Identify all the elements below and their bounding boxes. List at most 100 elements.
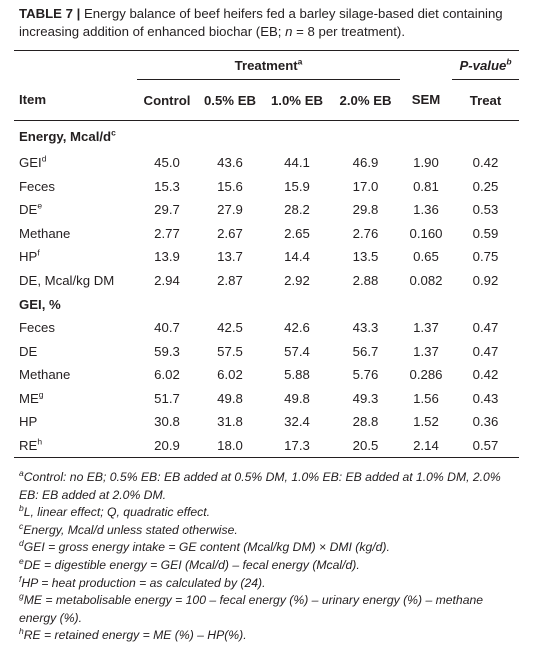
footnote-mark: g xyxy=(19,591,24,602)
table-cell: 45.0 xyxy=(154,155,180,171)
header-row-columns: Item Control 0.5% EB 1.0% EB 2.0% EB SEM… xyxy=(14,80,520,121)
table-cell: 56.7 xyxy=(352,343,379,359)
table-cell: 15.6 xyxy=(217,178,243,194)
footnote-mark: f xyxy=(19,573,22,584)
table-cell: 0.25 xyxy=(472,178,499,194)
table-cell: 40.7 xyxy=(154,320,180,336)
table-cell: 49.8 xyxy=(217,390,243,406)
table-cell: 0.57 xyxy=(472,437,499,453)
table-cell: 6.02 xyxy=(154,367,180,383)
table-cell: 32.4 xyxy=(284,414,310,430)
table-cell: 13.7 xyxy=(217,249,243,265)
table-cell: 1.37 xyxy=(413,343,439,359)
footnote: eDE = digestible energy = GEI (Mcal/d) –… xyxy=(19,557,519,575)
footnote-text: Control: no EB; 0.5% EB: EB added at 0.5… xyxy=(19,470,501,502)
row-item-label: GEId xyxy=(19,153,47,171)
col-header-05eb: 0.5% EB xyxy=(203,92,257,108)
table-cell: 0.92 xyxy=(472,272,499,288)
row-item-label: REh xyxy=(19,436,43,453)
table-cell: 51.7 xyxy=(154,390,180,406)
table-cell: 17.3 xyxy=(284,437,310,453)
table-cell: 5.88 xyxy=(284,367,310,383)
footnote-mark: a xyxy=(19,467,24,478)
table-row: HP 30.8 31.8 32.4 28.8 1.52 0.36 xyxy=(14,410,519,434)
table-cell: 2.14 xyxy=(413,437,439,453)
footnote-text: L, linear effect; Q, quadratic effect. xyxy=(23,505,211,520)
caption-text: Energy balance of beef heifers fed a bar… xyxy=(19,6,503,39)
section-header-row: GEI, % xyxy=(14,292,519,316)
table-cell: 42.5 xyxy=(217,320,243,336)
footnote: cEnergy, Mcal/d unless stated otherwise. xyxy=(19,521,519,540)
col-header-20eb: 2.0% EB xyxy=(339,92,392,108)
table-cell: 0.160 xyxy=(409,225,443,241)
table-cell: 0.59 xyxy=(472,225,499,241)
table-cell: 0.47 xyxy=(472,343,499,359)
table-cell: 30.8 xyxy=(154,414,180,430)
table-row: HPf 13.9 13.7 14.4 13.5 0.65 0.75 xyxy=(14,245,519,269)
col-header-control: Control xyxy=(143,92,191,108)
table-cell: 0.53 xyxy=(472,202,499,218)
table-cell: 0.65 xyxy=(413,249,439,265)
footnote-mark: h xyxy=(19,626,24,637)
row-item-label: HP xyxy=(19,414,38,430)
table-cell: 31.8 xyxy=(217,414,243,430)
table-cell: 6.02 xyxy=(217,367,243,383)
table-row: DE, Mcal/kg DM 2.94 2.87 2.92 2.88 0.082 0.92 xyxy=(14,269,519,293)
row-item-label: MEg xyxy=(19,389,44,406)
table-cell: 17.0 xyxy=(352,178,379,194)
table-cell: 1.52 xyxy=(413,414,439,430)
table-cell: 13.9 xyxy=(154,249,180,265)
table-cell: 57.4 xyxy=(284,343,310,359)
table-cell: 1.37 xyxy=(413,320,439,336)
table-cell: 0.47 xyxy=(472,320,499,336)
table-cell: 29.8 xyxy=(352,202,379,218)
row-item-label: Feces xyxy=(19,320,55,336)
table-cell: 44.1 xyxy=(284,155,310,171)
col-header-sem: SEM xyxy=(411,92,441,108)
table-cell: 0.81 xyxy=(413,178,439,194)
table-cell: 2.65 xyxy=(284,225,310,241)
footnote: fHP = heat production = as calculated by… xyxy=(19,573,519,593)
table-cell: 0.43 xyxy=(472,390,499,406)
table-cell: 0.75 xyxy=(472,249,499,265)
col-header-item: Item xyxy=(19,92,47,108)
col-header-treat: Treat xyxy=(469,92,502,108)
table-cell: 1.90 xyxy=(413,155,439,171)
table-cell: 20.5 xyxy=(352,437,379,453)
table-cell: 42.6 xyxy=(284,320,310,336)
row-item-label: DEe xyxy=(19,200,43,218)
footnote-mark: e xyxy=(19,555,24,566)
footnote: hRE = retained energy = ME (%) – HP(%). xyxy=(19,627,519,645)
table-cell: 18.0 xyxy=(217,437,243,453)
table-row: MEg 51.7 49.8 49.8 49.3 1.56 0.43 xyxy=(14,387,519,411)
col-header-10eb: 1.0% EB xyxy=(270,92,324,108)
table-cell: 29.7 xyxy=(154,202,180,218)
section-title: Energy, Mcal/dc xyxy=(19,127,116,144)
footnote-text: HP = heat production = as calculated by … xyxy=(21,575,266,590)
table-cell: 28.2 xyxy=(284,202,310,218)
footnote-mark: b xyxy=(19,503,24,514)
footnote-mark: d xyxy=(19,538,24,549)
table-footnotes: aControl: no EB; 0.5% EB: EB added at 0.… xyxy=(19,469,519,645)
footnote-text: GEI = gross energy intake = GE content (… xyxy=(23,540,390,555)
table-cell: 2.92 xyxy=(284,272,310,288)
table-cell: 57.5 xyxy=(217,343,243,359)
table-cell: 2.88 xyxy=(352,272,379,288)
row-item-label: DE xyxy=(19,343,38,359)
table-cell: 43.6 xyxy=(217,155,243,171)
table-cell: 59.3 xyxy=(154,343,180,359)
footnote: bL, linear effect; Q, quadratic effect. xyxy=(19,504,519,522)
table-row: DE 59.3 57.5 57.4 56.7 1.37 0.47 xyxy=(14,340,519,364)
table-cell: 0.286 xyxy=(409,367,443,383)
table-cell: 2.76 xyxy=(352,225,379,241)
caption-n: n xyxy=(285,24,293,39)
footnote: dGEI = gross energy intake = GE content … xyxy=(19,539,519,557)
table-cell: 15.9 xyxy=(284,178,310,194)
row-item-label: DE, Mcal/kg DM xyxy=(19,272,115,288)
table-cell: 0.082 xyxy=(409,272,443,288)
header-row-groups: Treatmenta P-valueb xyxy=(14,50,520,80)
table-cell: 5.76 xyxy=(352,367,379,383)
footnote: aControl: no EB; 0.5% EB: EB added at 0.… xyxy=(19,469,519,504)
row-item-label: Feces xyxy=(19,178,55,194)
